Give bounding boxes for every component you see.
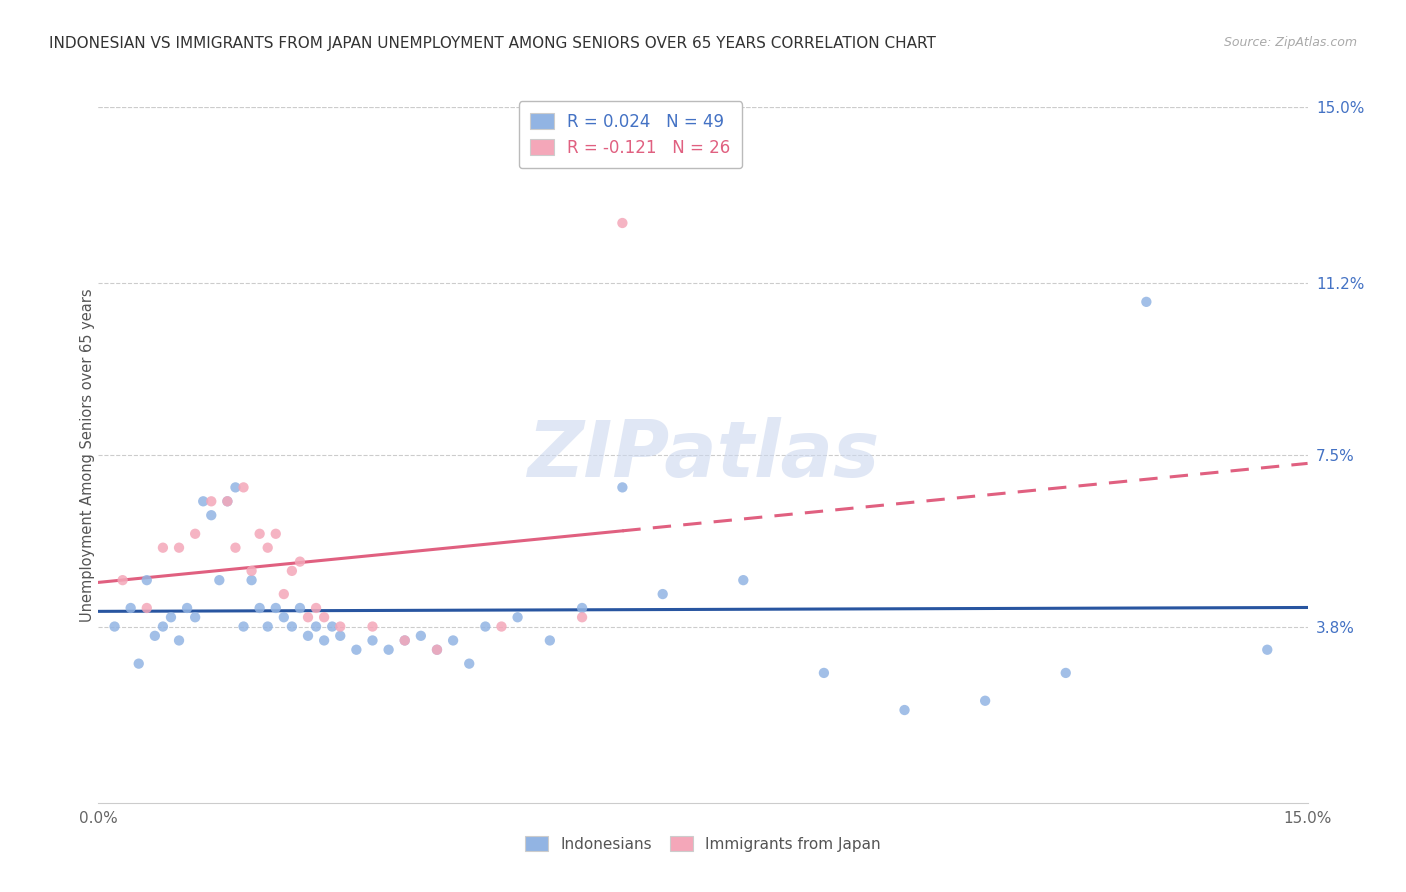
Point bbox=[893, 703, 915, 717]
Text: ZIPatlas: ZIPatlas bbox=[527, 417, 879, 493]
Point bbox=[612, 216, 634, 230]
Point bbox=[288, 555, 311, 569]
Point bbox=[426, 642, 449, 657]
Point bbox=[297, 610, 319, 624]
Point bbox=[441, 633, 464, 648]
Point bbox=[458, 657, 481, 671]
Point bbox=[143, 629, 166, 643]
Point bbox=[571, 610, 593, 624]
Text: INDONESIAN VS IMMIGRANTS FROM JAPAN UNEMPLOYMENT AMONG SENIORS OVER 65 YEARS COR: INDONESIAN VS IMMIGRANTS FROM JAPAN UNEM… bbox=[49, 36, 936, 51]
Point bbox=[249, 601, 271, 615]
Point bbox=[256, 619, 278, 633]
Point bbox=[264, 601, 287, 615]
Point bbox=[474, 619, 496, 633]
Point bbox=[152, 619, 174, 633]
Point bbox=[240, 564, 263, 578]
Point bbox=[491, 619, 513, 633]
Point bbox=[813, 665, 835, 680]
Point bbox=[128, 657, 150, 671]
Point bbox=[506, 610, 529, 624]
Point bbox=[193, 494, 215, 508]
Point bbox=[314, 633, 336, 648]
Point bbox=[612, 480, 634, 494]
Point bbox=[281, 564, 304, 578]
Point bbox=[409, 629, 432, 643]
Point bbox=[232, 619, 254, 633]
Point bbox=[305, 601, 328, 615]
Point bbox=[571, 601, 593, 615]
Point bbox=[176, 601, 198, 615]
Point bbox=[273, 610, 295, 624]
Point bbox=[314, 610, 336, 624]
Point bbox=[1135, 294, 1157, 309]
Point bbox=[256, 541, 278, 555]
Point bbox=[217, 494, 239, 508]
Point bbox=[217, 494, 239, 508]
Point bbox=[152, 541, 174, 555]
Point bbox=[974, 694, 997, 708]
Point bbox=[321, 619, 343, 633]
Point bbox=[281, 619, 304, 633]
Point bbox=[120, 601, 142, 615]
Point bbox=[1256, 642, 1278, 657]
Point bbox=[103, 619, 125, 633]
Point bbox=[651, 587, 673, 601]
Point bbox=[224, 541, 246, 555]
Point bbox=[426, 642, 449, 657]
Point bbox=[273, 587, 295, 601]
Point bbox=[184, 610, 207, 624]
Text: Source: ZipAtlas.com: Source: ZipAtlas.com bbox=[1223, 36, 1357, 49]
Point bbox=[377, 642, 399, 657]
Point bbox=[733, 573, 755, 587]
Point bbox=[160, 610, 183, 624]
Point bbox=[288, 601, 311, 615]
Point bbox=[329, 619, 352, 633]
Point bbox=[224, 480, 246, 494]
Point bbox=[200, 508, 222, 523]
Point bbox=[394, 633, 416, 648]
Point bbox=[240, 573, 263, 587]
Point bbox=[167, 633, 190, 648]
Point bbox=[111, 573, 134, 587]
Point bbox=[135, 573, 157, 587]
Point bbox=[297, 629, 319, 643]
Point bbox=[538, 633, 561, 648]
Point bbox=[1054, 665, 1077, 680]
Point bbox=[361, 633, 384, 648]
Point bbox=[232, 480, 254, 494]
Point bbox=[361, 619, 384, 633]
Point bbox=[344, 642, 367, 657]
Point bbox=[305, 619, 328, 633]
Point bbox=[184, 526, 207, 541]
Y-axis label: Unemployment Among Seniors over 65 years: Unemployment Among Seniors over 65 years bbox=[80, 288, 94, 622]
Point bbox=[208, 573, 231, 587]
Point bbox=[135, 601, 157, 615]
Point bbox=[394, 633, 416, 648]
Point bbox=[167, 541, 190, 555]
Point bbox=[264, 526, 287, 541]
Point bbox=[200, 494, 222, 508]
Point bbox=[249, 526, 271, 541]
Legend: Indonesians, Immigrants from Japan: Indonesians, Immigrants from Japan bbox=[519, 830, 887, 858]
Point bbox=[329, 629, 352, 643]
